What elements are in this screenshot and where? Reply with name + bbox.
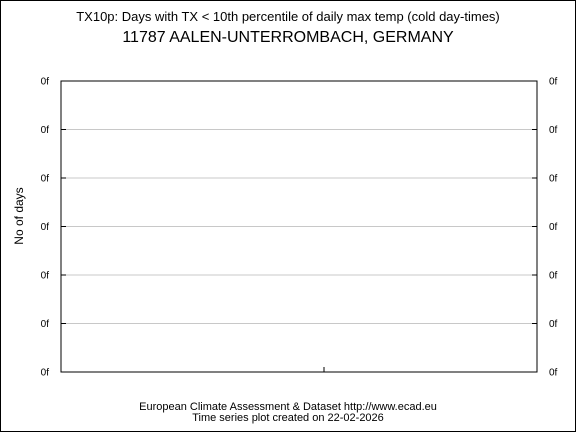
chart-subtitle: 11787 AALEN-UNTERROMBACH, GERMANY <box>122 29 454 46</box>
footer-created: Time series plot created on 22-02-2026 <box>192 412 384 424</box>
y-tick-label-right: 0f <box>549 174 558 185</box>
y-tick-label-left: 0f <box>41 174 50 185</box>
y-tick-label-left: 0f <box>41 319 50 330</box>
y-tick-label-right: 0f <box>549 319 558 330</box>
y-tick-label-right: 0f <box>549 125 558 136</box>
chart-title: TX10p: Days with TX < 10th percentile of… <box>76 9 500 24</box>
y-tick-label-right: 0f <box>549 368 558 379</box>
y-tick-label-left: 0f <box>41 125 50 136</box>
y-tick-label-left: 0f <box>41 368 50 379</box>
y-tick-label-right: 0f <box>549 271 558 282</box>
y-tick-label-left: 0f <box>41 77 50 88</box>
footer-source: European Climate Assessment & Dataset ht… <box>139 401 437 413</box>
y-tick-label-left: 0f <box>41 271 50 282</box>
y-tick-label-left: 0f <box>41 222 50 233</box>
y-tick-label-right: 0f <box>549 77 558 88</box>
y-tick-label-right: 0f <box>549 222 558 233</box>
